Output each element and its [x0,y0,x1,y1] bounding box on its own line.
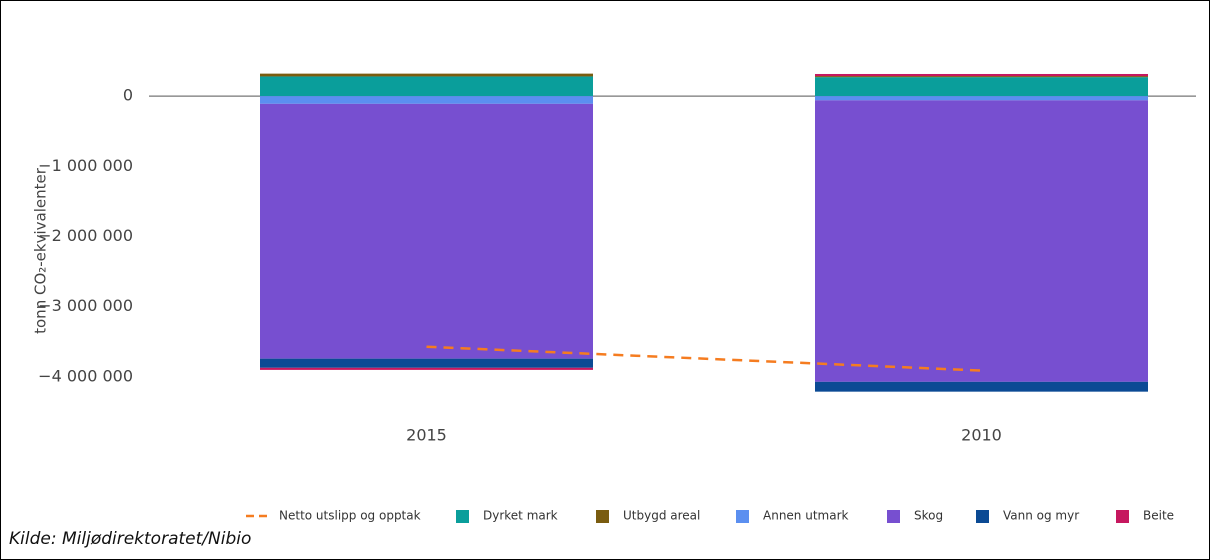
bar-segment [260,73,593,77]
legend-swatch [887,510,900,523]
y-tick-label: −1 000 000 [38,156,133,175]
y-tick-label: −4 000 000 [38,366,133,385]
bar-segment [260,96,593,104]
legend-swatch [1116,510,1129,523]
bar-segment [815,381,1148,392]
legend-swatch [596,510,609,523]
bar-segment [815,96,1148,101]
y-tick-label: −3 000 000 [38,296,133,315]
bar-segment [815,73,1148,77]
legend-swatch [456,510,469,523]
legend-label: Annen utmark [763,509,849,523]
x-tick-label: 2015 [406,426,447,445]
y-tick-label: −2 000 000 [38,226,133,245]
legend-label: Utbygd areal [623,509,700,523]
legend-swatch [736,510,749,523]
legend-label: Dyrket mark [483,509,558,523]
source: Kilde: Miljødirektoratet/Nibio [9,529,252,549]
y-axis-label: tonn CO₂-ekvivalenter [32,167,50,334]
x-tick-label: 2010 [961,426,1002,445]
y-tick-label: 0 [123,86,133,105]
bar-segment [815,100,1148,382]
net-line [426,345,982,372]
bar-segment [260,358,593,368]
legend-swatch [976,510,989,523]
chart: tonn CO₂-ekvivalenter 0 −1 000 000 −2 000 … [32,73,1196,523]
bar-segment [260,103,593,359]
legend-label: Beite [1143,509,1174,523]
legend-label: Vann og myr [1003,509,1079,523]
bar-segment [815,76,1148,78]
bar-segment [260,367,593,370]
bar-segment [815,77,1148,97]
legend-label: Skog [914,509,943,523]
legend-label: Netto utslipp og opptak [279,509,421,523]
bar-segment [260,76,593,97]
